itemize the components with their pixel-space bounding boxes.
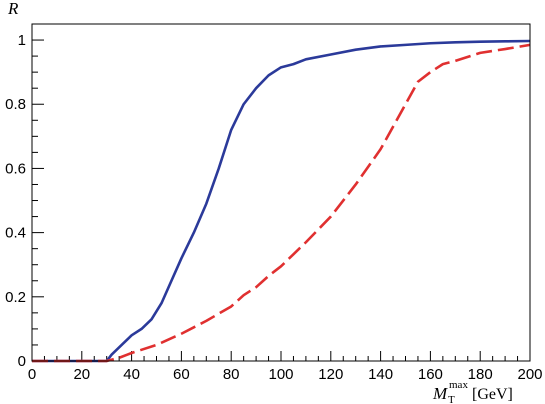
y-tick-label: 0.4 [5,225,26,242]
x-tick-label: 140 [368,366,393,383]
x-tick-label: 120 [318,366,343,383]
y-tick-label: 1 [18,32,26,49]
x-tick-label: 40 [123,366,140,383]
x-axis-title-symbol: M [432,384,448,403]
x-tick-label: 20 [73,366,90,383]
x-tick-label: 80 [223,366,240,383]
x-tick-label: 160 [418,366,443,383]
y-tick-label: 0.8 [5,96,26,113]
solid-series-line [32,39,531,363]
x-tick-label: 180 [468,366,493,383]
plot-frame [31,23,531,362]
x-tick-label: 0 [28,366,36,383]
x-tick-label: 100 [268,366,293,383]
dashed-series-line [32,43,531,363]
x-tick-label: 60 [173,366,190,383]
axis-ticks [31,23,531,362]
x-axis-title-subscript: T [448,394,455,404]
y-axis-title: R [7,0,19,18]
x-tick-label: 200 [517,366,542,383]
x-axis-title-superscript: max [449,379,468,391]
tick-labels: 0 20 40 60 80 100 120 140 160 180 200 0 0.2 0.4 0.6 0.8… [5,32,542,383]
y-tick-label: 0.2 [5,289,26,306]
y-tick-label: 0 [18,353,26,370]
x-axis-title: M T max [GeV] [432,379,513,404]
y-tick-label: 0.6 [5,160,26,177]
x-axis-title-unit: [GeV] [472,386,513,403]
series-layer [32,39,531,363]
